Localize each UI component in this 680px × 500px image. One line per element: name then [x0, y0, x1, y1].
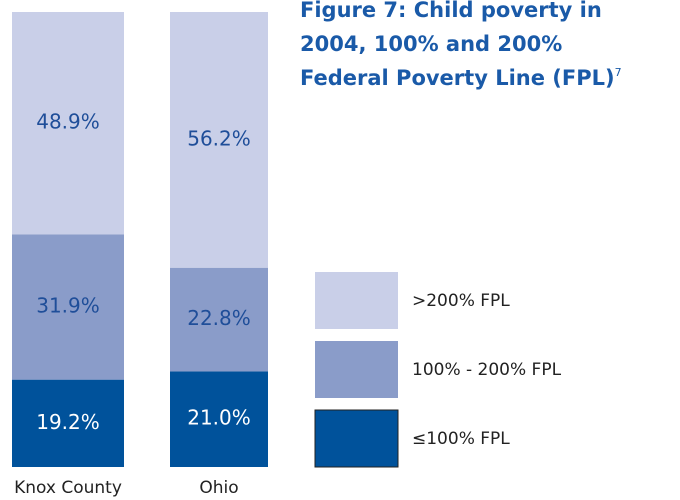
chart-title: Federal Poverty Line (FPL) — [300, 66, 615, 90]
x-tick-label: Ohio — [199, 478, 238, 498]
legend-swatch — [315, 272, 398, 329]
bar-segment — [170, 267, 268, 372]
x-tick-label: Knox County — [14, 478, 122, 498]
legend-label: >200% FPL — [412, 291, 510, 311]
value-label: 19.2% — [36, 410, 100, 434]
bar-segment — [12, 234, 124, 380]
chart-title: Federal Poverty Line (FPL)7 — [300, 66, 622, 90]
bar-segment — [170, 371, 268, 467]
bar-segment — [170, 12, 268, 268]
value-label: 31.9% — [36, 294, 100, 318]
legend-label: 100% - 200% FPL — [412, 360, 562, 380]
legend-swatch — [315, 341, 398, 398]
title-superscript: 7 — [615, 66, 622, 79]
chart-title: Figure 7: Child poverty in — [300, 0, 602, 22]
bar-segment — [12, 379, 124, 467]
value-label: 56.2% — [187, 126, 251, 150]
legend-swatch — [314, 409, 399, 468]
chart-title: 2004, 100% and 200% — [300, 32, 562, 56]
bar-segment — [12, 12, 124, 235]
value-label: 21.0% — [187, 406, 251, 430]
value-label: 48.9% — [36, 110, 100, 134]
legend-label: ≤100% FPL — [412, 429, 510, 449]
value-label: 22.8% — [187, 306, 251, 330]
